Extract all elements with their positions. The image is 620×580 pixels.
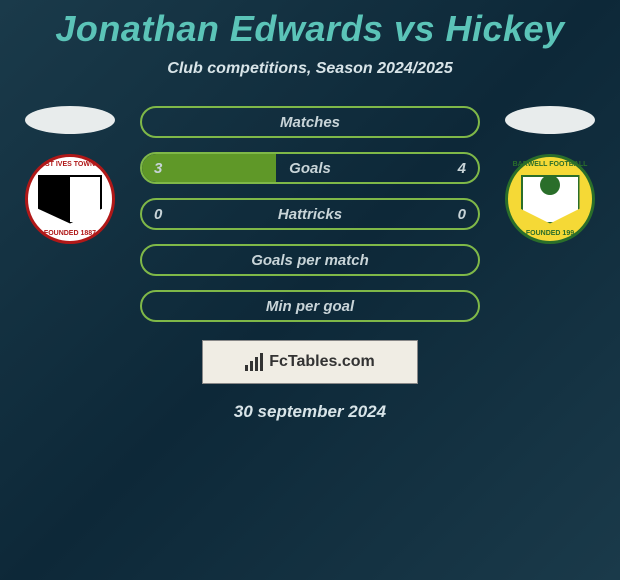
- left-side: ST IVES TOWN FOUNDED 1887: [20, 106, 120, 244]
- stat-label: Goals: [289, 160, 331, 177]
- stat-left-value: 3: [154, 160, 162, 177]
- stat-label: Goals per match: [251, 252, 369, 269]
- comparison-panel: ST IVES TOWN FOUNDED 1887 Matches 3 Goal…: [0, 106, 620, 322]
- stat-left-value: 0: [154, 206, 162, 223]
- date-text: 30 september 2024: [0, 402, 620, 422]
- stat-label: Matches: [280, 114, 340, 131]
- stat-row-hattricks: 0 Hattricks 0: [140, 198, 480, 230]
- stat-row-matches: Matches: [140, 106, 480, 138]
- stat-right-value: 4: [458, 160, 466, 177]
- right-team-crest: BARWELL FOOTBALL FOUNDED 199: [505, 154, 595, 244]
- right-side: BARWELL FOOTBALL FOUNDED 199: [500, 106, 600, 244]
- bars-icon: [245, 353, 263, 371]
- stat-label: Hattricks: [278, 206, 342, 223]
- left-team-crest: ST IVES TOWN FOUNDED 1887: [25, 154, 115, 244]
- stat-right-value: 0: [458, 206, 466, 223]
- left-crest-top-text: ST IVES TOWN: [45, 161, 95, 168]
- left-player-photo-placeholder: [25, 106, 115, 134]
- right-crest-bottom-text: FOUNDED 199: [526, 230, 574, 237]
- subtitle: Club competitions, Season 2024/2025: [0, 60, 620, 78]
- watermark-text: FcTables.com: [269, 353, 375, 371]
- stat-label: Min per goal: [266, 298, 354, 315]
- stat-row-min-per-goal: Min per goal: [140, 290, 480, 322]
- stats-column: Matches 3 Goals 4 0 Hattricks 0 Goals pe…: [140, 106, 480, 322]
- watermark: FcTables.com: [202, 340, 418, 384]
- stat-row-goals: 3 Goals 4: [140, 152, 480, 184]
- right-crest-top-text: BARWELL FOOTBALL: [513, 161, 588, 168]
- page-title: Jonathan Edwards vs Hickey: [0, 0, 620, 50]
- left-crest-bottom-text: FOUNDED 1887: [44, 230, 96, 237]
- stat-row-goals-per-match: Goals per match: [140, 244, 480, 276]
- right-player-photo-placeholder: [505, 106, 595, 134]
